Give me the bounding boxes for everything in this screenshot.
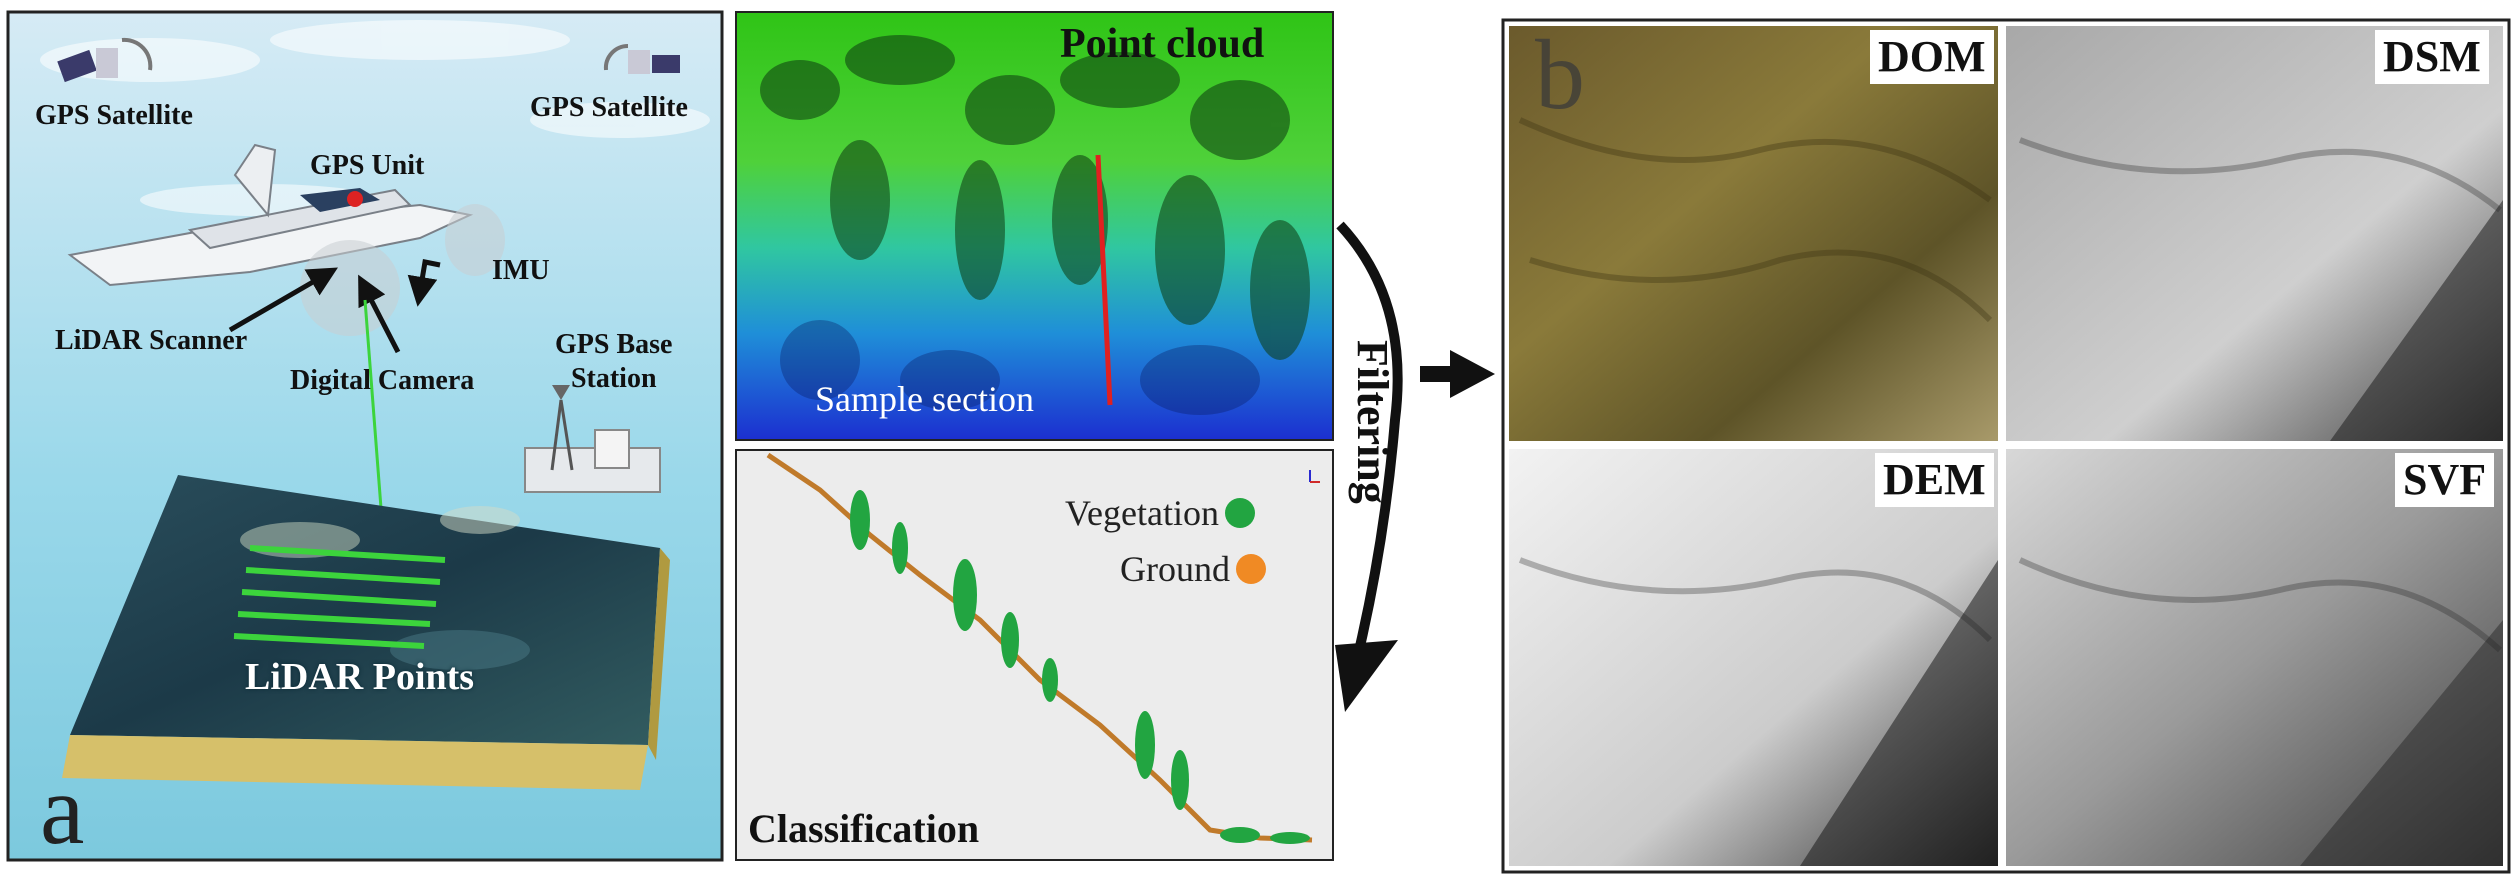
gps-unit-label: GPS Unit: [310, 150, 425, 181]
gps-satellite-right-label: GPS Satellite: [530, 92, 688, 123]
lidar-point-lines: [233, 545, 446, 649]
filtering-label: Filtering: [1348, 340, 1397, 504]
point-cloud-title: Point cloud: [1060, 21, 1265, 67]
gps-base-station-icon: [524, 385, 661, 493]
imu-label: IMU: [492, 255, 550, 286]
axis-gizmo: [1309, 470, 1320, 483]
sample-section-line: [1095, 154, 1113, 406]
gps-satellite-left-label: GPS Satellite: [35, 100, 193, 131]
legend-ground-swatch: [1236, 554, 1266, 584]
tile-svf: [2006, 449, 2503, 866]
tile-label-dsm: DSM: [2375, 30, 2489, 84]
panel-b-letter: b: [1535, 19, 1585, 130]
callout-arrows: [228, 259, 441, 354]
legend-vegetation-label: Vegetation: [1065, 493, 1219, 533]
filtering-arrow: [1335, 221, 1403, 712]
satellite-icon: [603, 43, 680, 74]
lidar-points-label: LiDAR Points: [245, 656, 475, 698]
vegetation-trees: [850, 490, 1310, 844]
point-cloud-panel: [735, 11, 1334, 441]
sample-section-label: Sample section: [815, 379, 1034, 419]
arrow-to-b: [1420, 350, 1495, 398]
lidar-scanner-label: LiDAR Scanner: [55, 325, 248, 356]
satellite-icon: [57, 37, 153, 83]
gps-base-station-label: GPS Base Station: [555, 329, 673, 394]
tile-label-svf: SVF: [2395, 453, 2495, 507]
panel-a: [6, 10, 724, 862]
legend-vegetation: Vegetation: [1065, 492, 1255, 534]
tile-label-dom: DOM: [1870, 30, 1994, 84]
panel-b: [1501, 18, 2511, 874]
panel-a-letter: a: [40, 754, 85, 865]
legend-ground: Ground: [1120, 548, 1266, 590]
classification-title: Classification: [748, 806, 980, 851]
legend-ground-label: Ground: [1120, 549, 1230, 589]
tile-label-dem: DEM: [1875, 453, 1994, 507]
tile-dom: [1509, 26, 1998, 441]
digital-camera-label: Digital Camera: [290, 365, 475, 396]
terrain-block: [62, 475, 670, 790]
legend-vegetation-swatch: [1224, 498, 1255, 528]
